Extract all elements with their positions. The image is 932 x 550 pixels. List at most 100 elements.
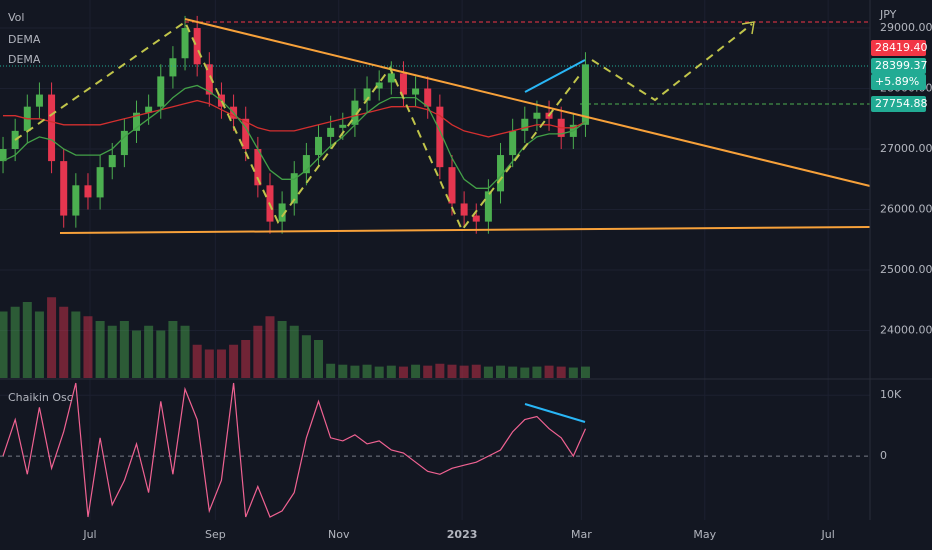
- price-tag: [871, 96, 926, 112]
- legend-label: DEMA: [8, 53, 41, 66]
- candle-body: [290, 173, 298, 204]
- volume-bar: [314, 340, 324, 378]
- y-tick-label: 10K: [880, 388, 902, 401]
- candle-body: [133, 112, 141, 131]
- volume-bar: [568, 367, 578, 378]
- candle-body: [193, 28, 201, 65]
- volume-bar: [289, 325, 299, 378]
- legend-label: DEMA: [8, 33, 41, 46]
- candle-body: [424, 88, 432, 107]
- volume-bar: [204, 349, 214, 378]
- volume-bar: [107, 325, 117, 378]
- volume-bar: [265, 316, 275, 378]
- arrow-head: [741, 21, 755, 35]
- candle-body: [448, 167, 456, 204]
- candle-body: [363, 88, 371, 101]
- volume-bar: [180, 325, 190, 378]
- volume-bar: [520, 367, 530, 378]
- candle-body: [145, 106, 153, 113]
- volume-bar: [229, 344, 239, 378]
- volume-bar: [34, 311, 44, 378]
- candle-body: [327, 127, 335, 137]
- volume-bar: [216, 349, 226, 378]
- volume-bar: [59, 306, 69, 378]
- volume-bar: [423, 365, 433, 378]
- drawings: [0, 0, 932, 520]
- volume-bar: [22, 302, 32, 378]
- candle-body: [254, 149, 262, 186]
- x-tick-label: Jul: [82, 528, 96, 541]
- volume-bar: [338, 364, 348, 378]
- volume-bar: [277, 321, 287, 378]
- zigzag: [14, 20, 583, 232]
- y-tick-label: 25000.00: [880, 263, 932, 276]
- candle-body: [84, 185, 92, 198]
- x-tick-label: Jul: [820, 528, 834, 541]
- volume-bar: [119, 321, 129, 378]
- volume-bar: [483, 366, 493, 378]
- volume-layer: [0, 297, 590, 378]
- labels-layer: Vol DEMA DEMA Chaikin Osc JPY 24000.00 25…: [8, 8, 932, 541]
- candle-body: [460, 203, 468, 216]
- volume-bar: [10, 306, 20, 378]
- candle-body: [399, 73, 407, 95]
- candle-body: [108, 155, 116, 168]
- legend-label: Chaikin Osc: [8, 391, 73, 404]
- price-tag: [871, 40, 926, 56]
- volume-bar: [253, 325, 263, 378]
- candle-body: [436, 106, 444, 168]
- candle-body: [242, 118, 250, 150]
- candle-body: [533, 112, 541, 119]
- candle-body: [472, 215, 480, 222]
- candle-body: [205, 64, 213, 95]
- candle-body: [35, 94, 43, 107]
- price-tag-label: +5.89%: [875, 75, 919, 88]
- dema-line: [2, 84, 586, 189]
- volume-bar: [411, 364, 421, 378]
- oscillator-layer: [0, 382, 870, 518]
- oscillator-line: [2, 382, 587, 518]
- volume-bar: [71, 311, 81, 378]
- volume-bar: [350, 365, 360, 378]
- candle-body: [60, 161, 68, 216]
- legend-label: Vol: [8, 11, 24, 24]
- volume-bar: [532, 366, 542, 378]
- volume-bar: [156, 330, 166, 378]
- volume-bar: [556, 366, 566, 378]
- candle-body: [278, 203, 286, 222]
- y-tick-label: 29000.00: [880, 21, 932, 34]
- volume-bar: [95, 321, 105, 378]
- candle-body: [509, 130, 517, 156]
- candle-body: [0, 149, 7, 162]
- candle-body: [497, 155, 505, 192]
- currency-label: JPY: [879, 8, 897, 21]
- candle-body: [169, 58, 177, 77]
- candle-body: [339, 124, 347, 128]
- volume-bar: [301, 335, 311, 378]
- candle-body: [48, 94, 56, 162]
- candle-body: [351, 100, 359, 125]
- volume-bar: [132, 330, 142, 378]
- x-tick-label: Nov: [328, 528, 350, 541]
- y-tick-label: 24000.00: [880, 324, 932, 337]
- projection: [591, 23, 753, 102]
- grid-layer: [0, 0, 870, 520]
- candle-body: [484, 191, 492, 222]
- candle-body: [412, 88, 420, 95]
- y-tick-label: 26000.00: [880, 203, 932, 216]
- volume-bar: [447, 364, 457, 378]
- price-tag-label: 27754.88: [875, 97, 928, 110]
- volume-bar: [459, 365, 469, 378]
- candle-body: [521, 118, 529, 131]
- candle-body: [181, 28, 189, 59]
- price-tag-label: 28399.37: [875, 59, 928, 72]
- y-tick-label: 0: [880, 449, 887, 462]
- volume-bar: [435, 363, 445, 378]
- x-tick-label: May: [693, 528, 716, 541]
- volume-bar: [0, 311, 8, 378]
- volume-bar: [326, 363, 336, 378]
- volume-bar: [192, 344, 202, 378]
- volume-bar: [144, 325, 154, 378]
- divergence-line: [524, 59, 586, 93]
- volume-bar: [83, 316, 93, 378]
